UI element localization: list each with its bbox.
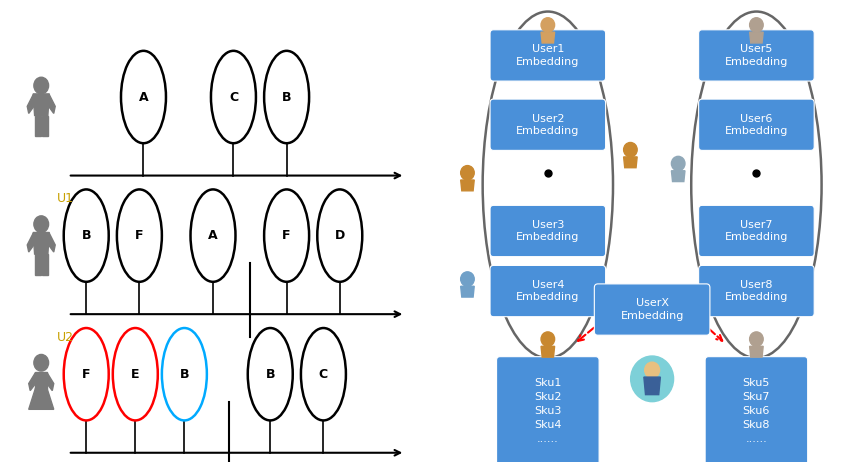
- Text: D: D: [335, 229, 345, 242]
- Polygon shape: [42, 254, 48, 275]
- FancyBboxPatch shape: [705, 357, 808, 462]
- FancyBboxPatch shape: [490, 30, 606, 81]
- Polygon shape: [47, 233, 55, 252]
- Circle shape: [34, 216, 49, 232]
- Ellipse shape: [121, 51, 166, 143]
- Circle shape: [624, 142, 637, 157]
- Polygon shape: [644, 377, 660, 395]
- Text: User8
Embedding: User8 Embedding: [725, 280, 788, 302]
- Text: User5
Embedding: User5 Embedding: [725, 44, 788, 67]
- Ellipse shape: [691, 12, 821, 358]
- Polygon shape: [750, 32, 763, 43]
- Circle shape: [750, 332, 763, 346]
- FancyBboxPatch shape: [490, 99, 606, 151]
- Ellipse shape: [248, 328, 293, 420]
- Text: A: A: [208, 229, 218, 242]
- Text: U2: U2: [57, 331, 74, 344]
- Text: B: B: [180, 368, 189, 381]
- Ellipse shape: [211, 51, 256, 143]
- Text: B: B: [282, 91, 291, 103]
- FancyBboxPatch shape: [699, 99, 815, 151]
- Text: C: C: [229, 91, 238, 103]
- Circle shape: [461, 165, 475, 180]
- Text: User2
Embedding: User2 Embedding: [516, 114, 579, 136]
- Ellipse shape: [64, 328, 109, 420]
- Ellipse shape: [112, 328, 158, 420]
- Text: A: A: [139, 91, 148, 103]
- FancyBboxPatch shape: [699, 265, 815, 317]
- Polygon shape: [47, 95, 55, 114]
- Text: U1: U1: [57, 192, 74, 205]
- Ellipse shape: [264, 51, 309, 143]
- FancyBboxPatch shape: [699, 205, 815, 257]
- Polygon shape: [750, 346, 763, 357]
- Text: C: C: [319, 368, 328, 381]
- Polygon shape: [27, 233, 36, 252]
- Polygon shape: [461, 286, 475, 297]
- Text: User7
Embedding: User7 Embedding: [725, 220, 788, 242]
- Text: F: F: [282, 229, 291, 242]
- Polygon shape: [461, 180, 475, 191]
- FancyBboxPatch shape: [595, 284, 710, 335]
- Text: F: F: [135, 229, 144, 242]
- FancyBboxPatch shape: [490, 205, 606, 257]
- Text: User3
Embedding: User3 Embedding: [516, 220, 579, 242]
- Circle shape: [630, 356, 674, 401]
- Text: B: B: [82, 229, 91, 242]
- Polygon shape: [35, 372, 47, 389]
- Text: UserX
Embedding: UserX Embedding: [620, 298, 684, 321]
- Ellipse shape: [162, 328, 207, 420]
- Circle shape: [34, 354, 49, 371]
- Text: F: F: [82, 368, 90, 381]
- Text: User6
Embedding: User6 Embedding: [725, 114, 788, 136]
- Text: Sku5
Sku7
Sku6
Sku8
......: Sku5 Sku7 Sku6 Sku8 ......: [743, 378, 770, 444]
- Ellipse shape: [301, 328, 346, 420]
- Polygon shape: [35, 254, 41, 275]
- Polygon shape: [27, 95, 36, 114]
- Text: E: E: [131, 368, 140, 381]
- Text: Sku1
Sku2
Sku3
Sku4
......: Sku1 Sku2 Sku3 Sku4 ......: [534, 378, 561, 444]
- Circle shape: [645, 362, 659, 378]
- Polygon shape: [541, 32, 555, 43]
- Polygon shape: [624, 157, 637, 168]
- Circle shape: [671, 156, 685, 171]
- Polygon shape: [45, 373, 54, 390]
- Polygon shape: [541, 346, 555, 357]
- Text: User1
Embedding: User1 Embedding: [516, 44, 579, 67]
- Ellipse shape: [191, 189, 235, 282]
- Polygon shape: [33, 232, 49, 254]
- FancyBboxPatch shape: [490, 265, 606, 317]
- Circle shape: [541, 18, 555, 32]
- Polygon shape: [29, 373, 37, 390]
- Polygon shape: [35, 116, 41, 136]
- Circle shape: [461, 272, 475, 286]
- Ellipse shape: [64, 189, 109, 282]
- Circle shape: [541, 332, 555, 346]
- Ellipse shape: [117, 189, 162, 282]
- Polygon shape: [42, 116, 48, 136]
- Polygon shape: [29, 389, 54, 409]
- Text: User4
Embedding: User4 Embedding: [516, 280, 579, 302]
- Text: B: B: [266, 368, 275, 381]
- FancyBboxPatch shape: [497, 357, 599, 462]
- FancyBboxPatch shape: [699, 30, 815, 81]
- Circle shape: [750, 18, 763, 32]
- Ellipse shape: [317, 189, 362, 282]
- Ellipse shape: [482, 12, 613, 358]
- Polygon shape: [671, 171, 685, 182]
- Polygon shape: [33, 94, 49, 116]
- Circle shape: [34, 77, 49, 94]
- Ellipse shape: [264, 189, 309, 282]
